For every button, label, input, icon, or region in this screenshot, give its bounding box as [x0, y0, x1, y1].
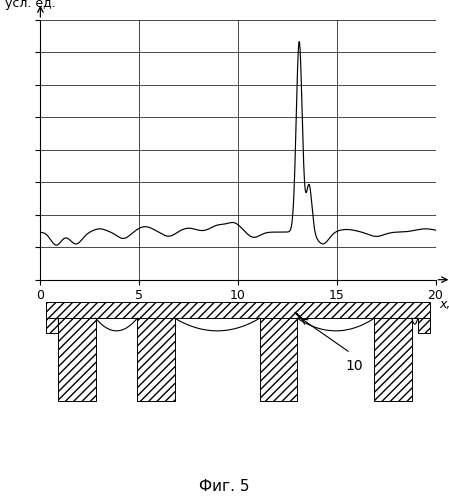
- Text: 10: 10: [346, 359, 363, 373]
- Bar: [58, 318, 96, 401]
- Bar: [46, 318, 58, 333]
- Text: Фиг. 5: Фиг. 5: [199, 479, 250, 494]
- Text: усл. ед.: усл. ед.: [5, 0, 56, 9]
- Bar: [137, 318, 175, 401]
- Bar: [46, 301, 430, 318]
- Bar: [260, 318, 297, 401]
- Text: x, мм: x, мм: [440, 298, 449, 311]
- Bar: [374, 318, 412, 401]
- Bar: [418, 318, 430, 333]
